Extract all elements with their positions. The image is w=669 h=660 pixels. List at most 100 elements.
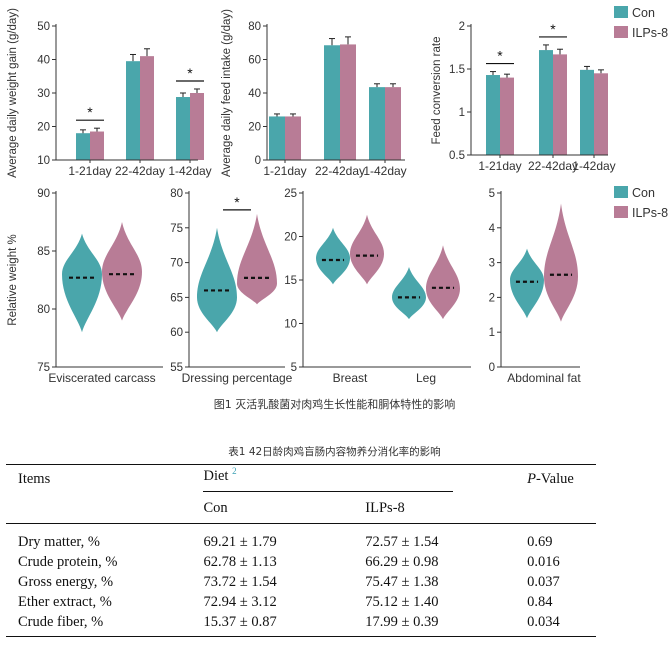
y-tick-label: 30 — [37, 88, 50, 100]
violin-ilps — [426, 245, 460, 320]
x-tick-label: 22-42day — [315, 164, 365, 178]
cell-ilps: 17.99 ± 0.39 — [365, 614, 439, 630]
x-tick-label: 22-42day — [115, 164, 165, 178]
bar-con — [369, 87, 385, 160]
x-tick-label: Eviscerated carcass — [48, 371, 155, 385]
table-header-row: Items Diet 2 P-Value — [6, 464, 596, 494]
bar-ilps — [285, 116, 301, 160]
cell-con: 73.72 ± 1.54 — [203, 574, 277, 590]
bar-ilps — [553, 54, 567, 155]
panel-1: 10 20 30 40 50 1-21day 22-42day 1-42day Average … — [7, 8, 212, 178]
x-tick-label: Leg — [416, 371, 436, 385]
header-p-value: P-Value — [527, 465, 596, 494]
x-tick-label: 1-42day — [363, 164, 406, 178]
panel-7: 0 1 2 3 4 5 Abdominal fat — [489, 188, 582, 385]
violin-ilps — [350, 214, 384, 285]
table-row: Crude protein, % 62.78 ± 1.13 66.29 ± 0.98… — [6, 552, 596, 572]
violin-ilps — [102, 222, 142, 321]
cell-item: Dry matter, % — [18, 534, 100, 550]
y-tick-label: 10 — [284, 319, 297, 331]
violin-ilps — [544, 203, 578, 322]
x-tick-label: 1-42day — [572, 159, 615, 173]
table-subheader-row: Con ILPs-8 — [6, 493, 596, 524]
bar-ilps — [140, 56, 154, 160]
significance-star: * — [550, 21, 556, 37]
y-tick-label: 40 — [37, 55, 50, 67]
y-tick-label: 25 — [284, 188, 297, 200]
bar-ilps — [340, 44, 356, 160]
legend-label-ilps: ILPs-8 — [632, 206, 668, 220]
legend-swatch-ilps — [614, 206, 628, 218]
y-tick-label: 80 — [37, 304, 50, 316]
y-axis-label: Average daily weight gain (g/day) — [7, 8, 19, 178]
cell-item: Gross energy, % — [18, 574, 114, 590]
y-tick-label: 5 — [291, 362, 297, 374]
y-tick-label: 55 — [170, 362, 183, 374]
y-tick-label: 85 — [37, 246, 50, 258]
significance-star: * — [187, 65, 193, 81]
header-diet: Diet 2 — [203, 465, 527, 494]
y-tick-label: 70 — [170, 258, 183, 270]
panel-4: 75 80 85 90 Eviscerated carcass Relative weig… — [7, 188, 163, 385]
cell-p-value: 0.037 — [527, 574, 560, 590]
y-tick-label: 1 — [459, 107, 465, 119]
subheader-con: Con — [203, 499, 228, 516]
legend-2: Con ILPs-8 — [614, 186, 668, 220]
bar-con — [580, 69, 594, 155]
bar-ilps — [594, 73, 608, 155]
x-tick-label: Breast — [333, 371, 368, 385]
x-tick-label: Abdominal fat — [507, 371, 581, 385]
cell-ilps: 66.29 ± 0.98 — [365, 554, 439, 570]
digestibility-table: Items Diet 2 P-Value Con ILPs-8 Dry matt… — [6, 464, 596, 637]
y-tick-label: 75 — [170, 223, 183, 235]
panel-6: 5 10 15 20 25 Breast Leg — [284, 188, 471, 385]
y-tick-label: 2 — [489, 292, 495, 304]
x-tick-label: 1-21day — [478, 159, 521, 173]
cell-item: Crude fiber, % — [18, 614, 104, 630]
y-axis-label: Feed conversion rate — [431, 36, 443, 144]
y-axis-label: Average daily feed intake (g/day) — [221, 9, 233, 177]
x-tick-label: Dressing percentage — [182, 371, 293, 385]
y-tick-label: 4 — [489, 223, 496, 235]
bar-ilps — [90, 131, 104, 160]
violin-con — [392, 266, 426, 320]
bar-ilps — [190, 93, 204, 160]
y-tick-label: 20 — [37, 122, 50, 134]
legend-label-ilps: ILPs-8 — [632, 26, 668, 40]
subheader-ilps: ILPs-8 — [365, 499, 405, 516]
bar-ilps — [385, 87, 401, 160]
bar-con — [176, 97, 190, 160]
cell-p-value: 0.84 — [527, 594, 553, 610]
significance-star: * — [234, 194, 240, 210]
cell-p-value: 0.034 — [527, 614, 560, 630]
header-diet-label: Diet — [203, 467, 229, 484]
bar-con — [76, 133, 90, 160]
figure-caption: 图1 灭活乳酸菌对肉鸡生长性能和胴体特性的影响 — [213, 398, 456, 411]
x-tick-label: 1-42day — [168, 164, 211, 178]
header-diet-footnote: 2 — [232, 466, 237, 477]
y-tick-label: 80 — [170, 188, 183, 200]
y-tick-label: 40 — [248, 88, 261, 100]
bar-con — [126, 61, 140, 160]
digestibility-table-container: Items Diet 2 P-Value Con ILPs-8 Dry matt… — [0, 464, 669, 637]
y-tick-label: 2 — [459, 21, 465, 33]
bar-con — [269, 116, 285, 160]
y-tick-label: 15 — [284, 275, 297, 287]
bar-con — [324, 45, 340, 161]
y-tick-label: 20 — [284, 232, 297, 244]
cell-p-value: 0.69 — [527, 534, 553, 550]
legend-label-con: Con — [632, 186, 655, 200]
cell-ilps: 72.57 ± 1.54 — [365, 534, 439, 550]
legend-swatch-con — [614, 186, 628, 198]
cell-item: Ether extract, % — [18, 594, 112, 610]
y-tick-label: 60 — [248, 55, 261, 67]
header-items: Items — [18, 470, 51, 487]
bar-ilps — [500, 77, 514, 155]
violin-con — [197, 227, 237, 333]
y-tick-label: 1 — [489, 327, 495, 339]
bar-con — [539, 50, 553, 155]
y-tick-label: 65 — [170, 292, 183, 304]
